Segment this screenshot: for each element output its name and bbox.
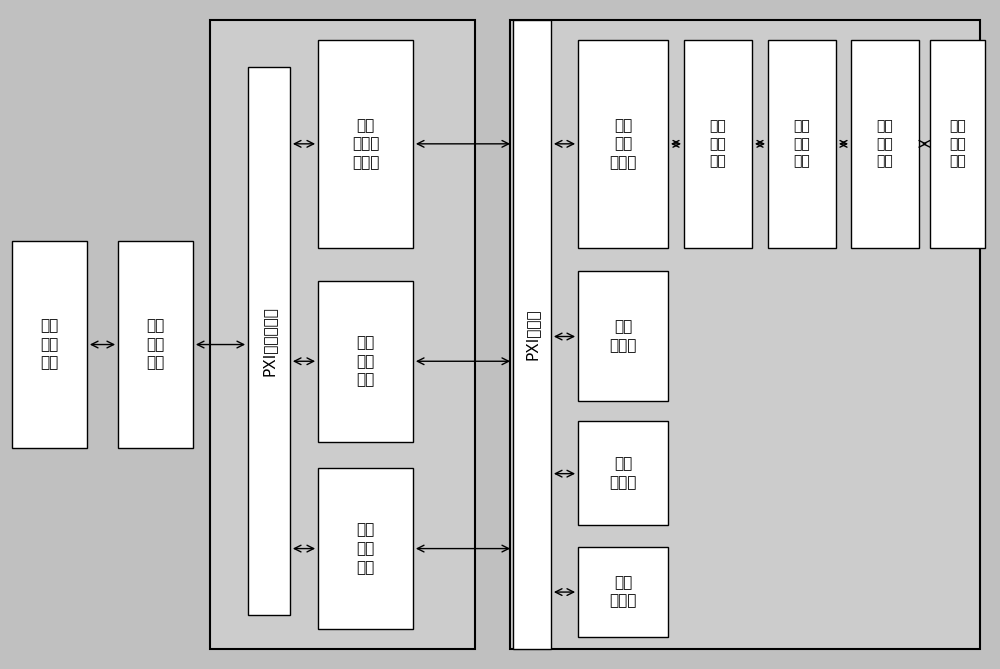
Bar bbox=[768, 40, 836, 248]
Bar bbox=[578, 421, 668, 525]
Bar bbox=[684, 40, 752, 248]
Bar bbox=[118, 241, 193, 448]
Bar bbox=[851, 40, 919, 248]
Bar bbox=[12, 241, 87, 448]
Bar bbox=[930, 40, 985, 248]
Text: PXI控制板: PXI控制板 bbox=[524, 308, 540, 361]
Bar bbox=[248, 67, 290, 615]
Text: 字符
叠加
模块: 字符 叠加 模块 bbox=[356, 335, 375, 387]
Bar bbox=[318, 40, 413, 248]
Bar bbox=[578, 271, 668, 401]
Bar bbox=[578, 40, 668, 248]
Text: 灯光
控制器: 灯光 控制器 bbox=[609, 456, 637, 490]
Bar bbox=[578, 547, 668, 637]
Text: 耐辐
射摄
象机: 耐辐 射摄 象机 bbox=[949, 120, 966, 168]
Bar bbox=[510, 20, 980, 649]
Text: 图像
压缩卡: 图像 压缩卡 bbox=[609, 575, 637, 609]
Text: 图像
压缩
模块: 图像 压缩 模块 bbox=[356, 522, 375, 575]
Text: 图象
实时
采集卡: 图象 实时 采集卡 bbox=[609, 118, 637, 170]
Text: 字符
叠加卡: 字符 叠加卡 bbox=[609, 319, 637, 353]
Bar bbox=[513, 20, 551, 649]
Text: 图象
实时采
集模块: 图象 实时采 集模块 bbox=[352, 118, 379, 170]
Text: 视频
调理
模块: 视频 调理 模块 bbox=[794, 120, 810, 168]
Text: 图象
处理
系统: 图象 处理 系统 bbox=[146, 318, 165, 371]
Text: 视频
放大
模块: 视频 放大 模块 bbox=[710, 120, 726, 168]
Text: 用户
操作
系统: 用户 操作 系统 bbox=[40, 318, 59, 371]
Bar bbox=[318, 281, 413, 442]
Text: 视频
滤波
模块: 视频 滤波 模块 bbox=[877, 120, 893, 168]
Bar bbox=[318, 468, 413, 629]
Text: PXI中央控制器: PXI中央控制器 bbox=[262, 306, 276, 376]
Bar bbox=[210, 20, 475, 649]
